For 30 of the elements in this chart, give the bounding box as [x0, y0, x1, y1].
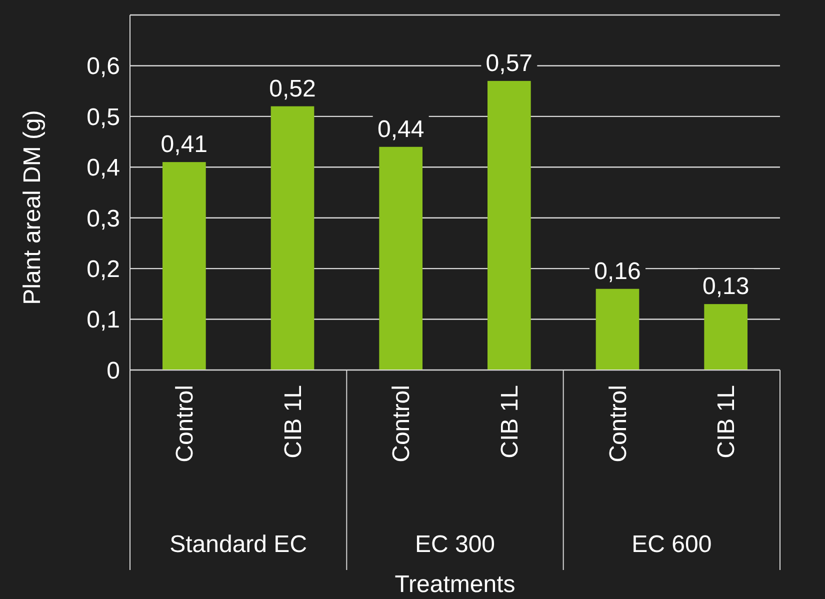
x-tick-label: CIB 1L: [713, 385, 740, 458]
data-label: 0,41: [160, 131, 208, 158]
y-tick-label: 0,1: [86, 306, 120, 334]
y-tick-label: 0,2: [86, 256, 120, 283]
bar: [704, 304, 748, 370]
data-label: 0,13: [702, 273, 750, 300]
x-tick-label: Control: [388, 385, 416, 462]
y-tick-label: 0,6: [86, 53, 120, 80]
x-tick-label: Control: [172, 385, 199, 462]
data-label: 0,57: [486, 50, 533, 77]
y-tick-label: 0,5: [86, 104, 120, 131]
x-tick-label: CIB 1L: [280, 385, 307, 458]
text: Standard EC: [170, 531, 308, 558]
data-label: 0,44: [377, 116, 424, 143]
y-tick-label: 0,3: [86, 205, 120, 232]
data-label: 0,16: [594, 258, 641, 285]
x-axis-title: Treatments: [394, 571, 516, 598]
bar: [162, 162, 206, 370]
y-tick-label: 0,4: [86, 154, 120, 182]
data-label: 0,52: [269, 75, 316, 102]
text: EC 300: [414, 531, 496, 558]
x-tick-label: Control: [604, 385, 632, 462]
bar: [379, 146, 422, 370]
bar: [270, 106, 314, 370]
bar: [488, 80, 531, 370]
bar: [596, 288, 640, 370]
x-tick-label: CIB 1L: [496, 385, 524, 458]
y-axis-title: Plant areal DM (g): [19, 110, 46, 305]
text: EC 600: [632, 531, 712, 558]
y-tick-label: 0: [106, 357, 120, 384]
